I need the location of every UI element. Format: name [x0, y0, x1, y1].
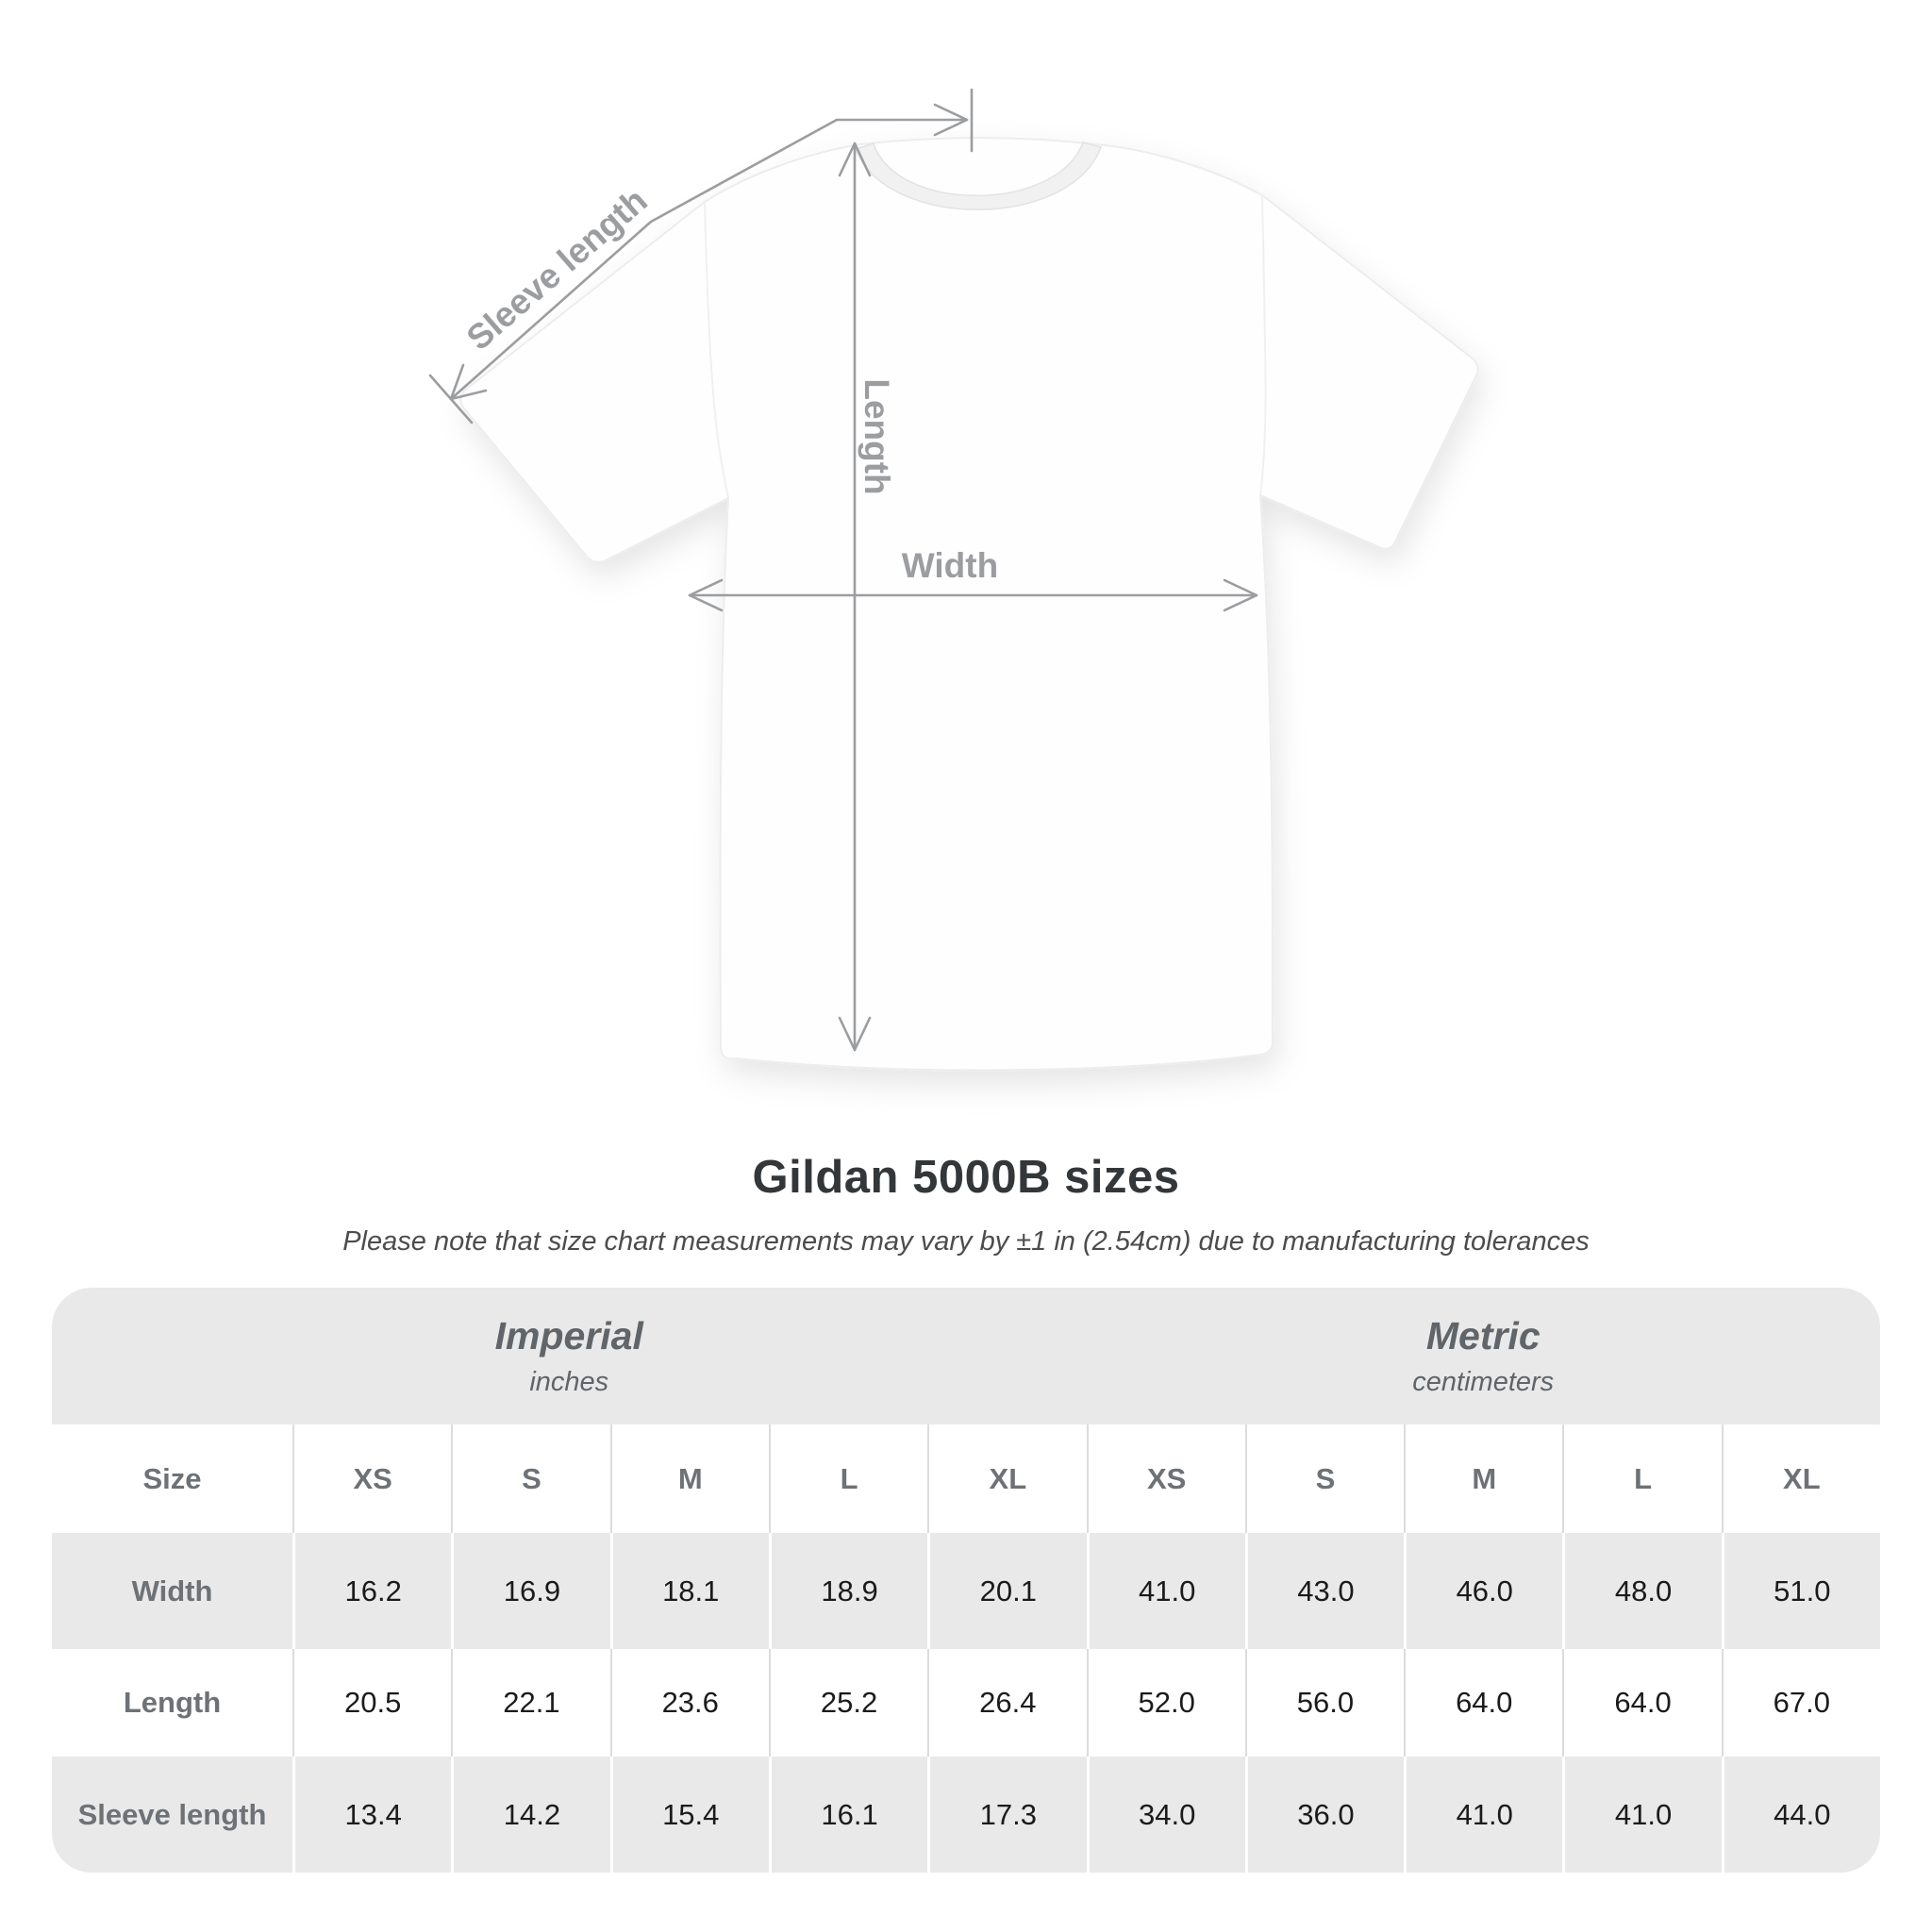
length-imperial-xs: 20.5 — [292, 1649, 452, 1757]
tshirt-collar — [855, 142, 1102, 210]
length-metric-s: 56.0 — [1244, 1649, 1405, 1757]
width-arrowhead-right — [1223, 578, 1258, 612]
sleeve-imperial-xs: 13.4 — [292, 1757, 452, 1873]
length-metric-xl: 67.0 — [1721, 1649, 1880, 1757]
size-header-imperial-m: M — [609, 1424, 769, 1533]
width-metric-xs: 41.0 — [1086, 1533, 1245, 1649]
length-metric-l: 64.0 — [1562, 1649, 1722, 1757]
sleeve-imperial-m: 15.4 — [609, 1757, 769, 1873]
sleeve-measure-arrowhead-end — [933, 103, 969, 137]
imperial-section-header: Imperial inches — [52, 1288, 1087, 1424]
sleeve-imperial-xl: 17.3 — [927, 1757, 1087, 1873]
size-header-imperial-xs: XS — [292, 1424, 452, 1533]
size-header-metric-xl: XL — [1721, 1424, 1880, 1533]
sleeve-imperial-s: 14.2 — [451, 1757, 610, 1873]
sleeve-imperial-l: 16.1 — [768, 1757, 928, 1873]
sleeve-measure-end-tick — [428, 374, 474, 425]
width-imperial-xs: 16.2 — [292, 1533, 452, 1649]
length-metric-m: 64.0 — [1404, 1649, 1563, 1757]
length-label: Length — [858, 378, 896, 494]
sleeve-metric-s: 36.0 — [1244, 1757, 1405, 1873]
width-arrowhead-left — [688, 578, 724, 612]
tshirt-measurement-diagram: Sleeve length Length Width — [428, 88, 1479, 1072]
metric-section-header: Metric centimeters — [1086, 1288, 1880, 1424]
size-column-header: Size — [52, 1424, 292, 1533]
sleeve-metric-l: 41.0 — [1562, 1757, 1722, 1873]
length-measure: Length — [838, 142, 896, 1052]
row-label-length: Length — [52, 1649, 292, 1757]
size-header-metric-l: L — [1562, 1424, 1722, 1533]
row-label-width: Width — [52, 1533, 292, 1649]
length-imperial-s: 22.1 — [451, 1649, 610, 1757]
size-table: Imperial inches Metric centimeters Size … — [52, 1288, 1880, 1873]
sleeve-measure-line — [449, 118, 969, 401]
width-imperial-l: 18.9 — [768, 1533, 928, 1649]
length-imperial-m: 23.6 — [609, 1649, 769, 1757]
tshirt-left-sleeve-seam — [704, 201, 729, 499]
tshirt-right-sleeve-seam — [1259, 194, 1267, 496]
imperial-unit: inches — [529, 1366, 609, 1397]
width-metric-s: 43.0 — [1244, 1533, 1405, 1649]
width-metric-l: 48.0 — [1562, 1533, 1722, 1649]
metric-title: Metric — [1425, 1314, 1541, 1358]
length-arrowhead-bottom — [838, 1016, 872, 1052]
metric-unit: centimeters — [1412, 1366, 1555, 1397]
sleeve-metric-xs: 34.0 — [1086, 1757, 1245, 1873]
size-header-imperial-s: S — [451, 1424, 610, 1533]
length-arrowhead-top — [838, 142, 872, 177]
length-metric-xs: 52.0 — [1086, 1649, 1245, 1757]
tshirt-silhouette — [459, 137, 1479, 1072]
sleeve-metric-m: 41.0 — [1404, 1757, 1563, 1873]
width-measure: Width — [688, 546, 1258, 612]
width-metric-m: 46.0 — [1404, 1533, 1563, 1649]
size-header-metric-m: M — [1404, 1424, 1563, 1533]
width-label: Width — [902, 546, 998, 585]
size-header-metric-s: S — [1244, 1424, 1405, 1533]
width-metric-xl: 51.0 — [1721, 1533, 1880, 1649]
sleeve-metric-xl: 44.0 — [1721, 1757, 1880, 1873]
imperial-title: Imperial — [494, 1314, 643, 1358]
size-header-imperial-xl: XL — [927, 1424, 1087, 1533]
page-title: Gildan 5000B sizes — [752, 1152, 1180, 1203]
width-imperial-m: 18.1 — [609, 1533, 769, 1649]
length-imperial-l: 25.2 — [768, 1649, 928, 1757]
length-imperial-xl: 26.4 — [927, 1649, 1087, 1757]
tshirt-graphic — [459, 137, 1479, 1072]
size-header-metric-xs: XS — [1086, 1424, 1245, 1533]
size-header-imperial-l: L — [768, 1424, 928, 1533]
page-subtitle: Please note that size chart measurements… — [342, 1226, 1590, 1257]
width-imperial-s: 16.9 — [451, 1533, 610, 1649]
width-imperial-xl: 20.1 — [927, 1533, 1087, 1649]
row-label-sleeve-length: Sleeve length — [52, 1757, 292, 1873]
